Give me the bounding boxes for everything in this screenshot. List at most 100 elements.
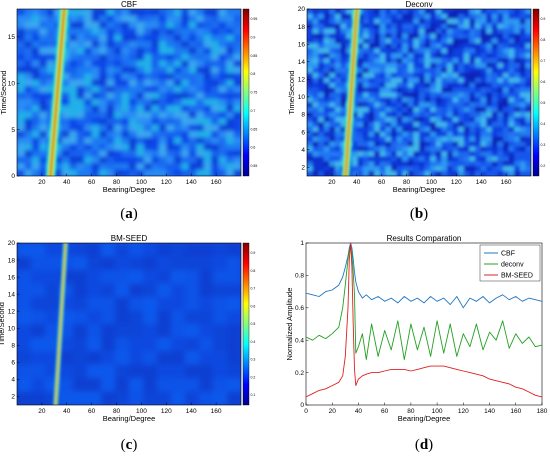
legend-entry: deconv [501,261,524,268]
x-tick-label: 80 [403,179,411,186]
panel-c-bmseed: BM-SEED 0.9 0.8 0.7 0.6 0.5 0.4 0.3 0.2 0.1 20 40… [0,234,256,423]
x-tick-label: 100 [432,408,443,415]
y-tick-label: 12 [298,77,306,84]
caption-c: (c) [121,437,138,453]
x-tick-label: 120 [161,179,172,186]
x-tick-label: 140 [186,179,197,186]
x-tick-label: 120 [161,408,172,415]
colorbar-tick-label: 0.75 [251,91,258,95]
y-axis-label: Time/Second [287,71,296,115]
y-tick-label: 10 [298,94,306,101]
x-tick-label: 160 [211,408,222,415]
legend-entry: CBF [501,250,515,257]
panel-a-heatmap [17,9,241,176]
y-tick-label: 8 [11,343,15,350]
y-tick-label: 6 [11,360,15,367]
panel-c-title: BM-SEED [111,234,148,243]
y-tick-label: 5 [11,127,15,134]
colorbar-tick-label: 0.2 [541,164,546,168]
colorbar-tick-label: 0.1 [251,393,256,397]
series-line-cbf [305,242,543,309]
x-tick-label: 160 [501,179,512,186]
y-tick-label: 20 [298,6,306,13]
colorbar-tick-label: 0.6 [251,146,256,150]
y-axis-label: Time/Second [0,71,8,115]
colorbar-tick-label: 0.7 [541,59,546,63]
series-line-bm-seed [305,242,543,398]
y-axis-label: Time/Second [0,302,6,346]
panel-d-title: Results Comparation [387,234,462,243]
colorbar-tick-label: 0.4 [251,340,256,344]
colorbar-tick-label: 0.6 [251,304,256,308]
colorbar-tick-label: 0.85 [251,54,258,58]
y-tick-label: 20 [8,240,16,247]
colorbar-tick-label: 0.65 [251,127,258,131]
x-tick-label: 60 [88,408,96,415]
series-line-deconv [305,245,543,361]
x-tick-label: 100 [426,179,437,186]
x-tick-label: 40 [355,408,363,415]
bmseed-target-track [52,243,70,405]
colorbar [242,8,250,177]
colorbar-tick-label: 0.5 [251,322,256,326]
y-tick-label: 14 [298,59,306,66]
y-tick-label: 1 [300,240,304,247]
panel-b-heatmap [307,9,531,176]
y-tick-label: 4 [11,377,15,384]
y-tick-label: 18 [298,24,306,31]
colorbar [532,8,540,177]
y-tick-label: 2 [301,164,305,171]
x-tick-label: 20 [38,179,46,186]
x-tick-label: 180 [537,408,548,415]
x-tick-label: 120 [458,408,469,415]
x-tick-label: 140 [476,179,487,186]
x-tick-label: 40 [63,408,71,415]
x-tick-label: 160 [510,408,521,415]
y-tick-label: 0.2 [295,370,304,377]
colorbar-tick-label: 0.2 [251,375,256,379]
x-tick-label: 140 [186,408,197,415]
y-tick-label: 0 [11,173,15,180]
x-tick-label: 0 [304,408,308,415]
colorbar-tick-label: 0.9 [541,17,546,21]
y-tick-label: 8 [301,112,305,119]
y-tick-label: 0.4 [295,337,304,344]
y-tick-label: 0 [300,402,304,409]
x-tick-label: 80 [113,408,121,415]
panel-b-deconv: Deconv 0.9 0.8 0.7 0.6 0.5 0.4 0.3 0.2 20 40 60 80… [287,0,545,194]
colorbar-tick-label: 0.95 [251,17,258,21]
y-tick-label: 4 [301,147,305,154]
colorbar-tick-label: 0.6 [541,80,546,84]
colorbar-tick-label: 0.9 [251,35,256,39]
y-tick-label: 0.8 [295,273,304,280]
cbf-target-track [43,9,72,176]
x-axis-label: Bearing/Degree [398,414,451,423]
deconv-target-track [339,9,363,176]
colorbar-tick-label: 0.7 [251,109,256,113]
panel-a-title: CBF [121,0,137,9]
y-tick-label: 16 [8,274,16,281]
y-tick-label: 12 [8,308,16,315]
x-tick-label: 100 [136,408,147,415]
y-tick-label: 16 [298,41,306,48]
x-tick-label: 140 [484,408,495,415]
x-tick-label: 20 [38,408,46,415]
y-tick-label: 10 [8,325,16,332]
caption-a: (a) [120,206,138,222]
y-axis-label: Normalized Amplitude [285,288,294,361]
panel-a-cbf: CBF 0.95 0.9 0.85 0.8 0.75 0.7 0.65 0.6 0.55 20 4… [0,0,257,194]
caption-d: (d) [415,437,433,453]
x-tick-label: 60 [381,408,389,415]
panel-d-comparison: Results Comparation 0 20 40 60 80 100 120 140 16… [285,234,548,423]
colorbar-tick-label: 0.8 [251,72,256,76]
x-tick-label: 40 [63,179,71,186]
colorbar-tick-label: 0.7 [251,287,256,291]
y-tick-label: 10 [8,80,16,87]
x-axis-label: Bearing/Degree [103,185,156,194]
y-tick-label: 18 [8,257,16,264]
x-tick-label: 100 [136,179,147,186]
colorbar-tick-label: 0.4 [541,122,546,126]
x-tick-label: 60 [88,179,96,186]
x-tick-label: 120 [451,179,462,186]
